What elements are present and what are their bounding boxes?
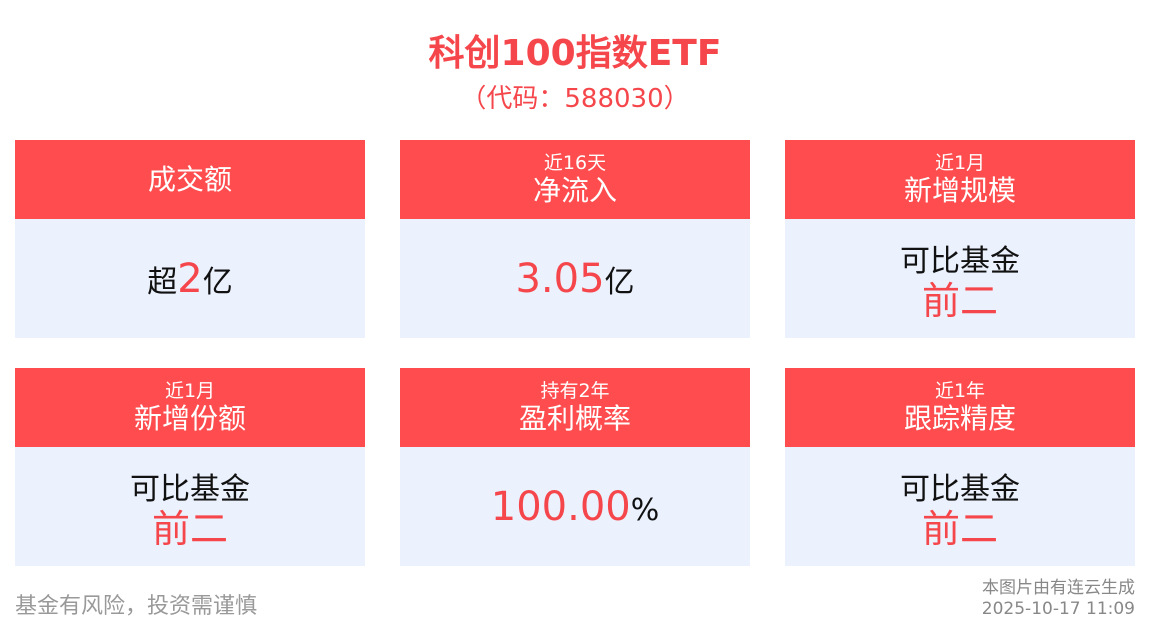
card-period: 近1月 (164, 379, 216, 402)
card-period: 持有2年 (540, 379, 610, 402)
risk-disclaimer: 基金有风险，投资需谨慎 (15, 594, 258, 619)
value-prefix: 超 (147, 264, 178, 300)
card-new-shares: 近1月 新增份额 可比基金 前二 (15, 368, 365, 566)
card-label: 成交额 (147, 162, 232, 196)
comparison-text: 可比基金 (900, 471, 1020, 507)
card-period: 近1年 (934, 379, 986, 402)
value-suffix: % (630, 492, 660, 528)
comparison-text: 可比基金 (130, 471, 250, 507)
card-label: 盈利概率 (518, 401, 631, 435)
value-number: 100.00 (490, 483, 631, 530)
generated-by: 本图片由有连云生成 (982, 578, 1135, 598)
value-number: 3.05 (515, 255, 605, 302)
rank-text: 前二 (921, 506, 998, 551)
card-tracking-accuracy: 近1年 跟踪精度 可比基金 前二 (785, 368, 1135, 566)
card-label: 净流入 (532, 173, 617, 207)
value-suffix: 亿 (202, 264, 233, 300)
rank-text: 前二 (151, 506, 228, 551)
card-label: 跟踪精度 (903, 401, 1016, 435)
card-period: 近16天 (543, 151, 607, 174)
timestamp: 2025-10-17 11:09 (981, 599, 1135, 619)
card-net-inflow: 近16天 净流入 3.05亿 (400, 140, 750, 338)
value-number: 2 (177, 255, 203, 302)
rank-text: 前二 (921, 278, 998, 323)
fund-code: （代码：588030） (460, 84, 690, 114)
card-label: 新增规模 (903, 173, 1016, 207)
card-new-scale: 近1月 新增规模 可比基金 前二 (785, 140, 1135, 338)
comparison-text: 可比基金 (900, 243, 1020, 279)
card-profit-probability: 持有2年 盈利概率 100.00% (400, 368, 750, 566)
value-suffix: 亿 (604, 264, 635, 300)
card-label: 新增份额 (133, 401, 246, 435)
card-turnover: 成交额 超2亿 (15, 140, 365, 338)
generation-note: 本图片由有连云生成 2025-10-17 11:09 (982, 578, 1135, 620)
page-title: 科创100指数ETF (428, 33, 722, 74)
card-period: 近1月 (934, 151, 986, 174)
